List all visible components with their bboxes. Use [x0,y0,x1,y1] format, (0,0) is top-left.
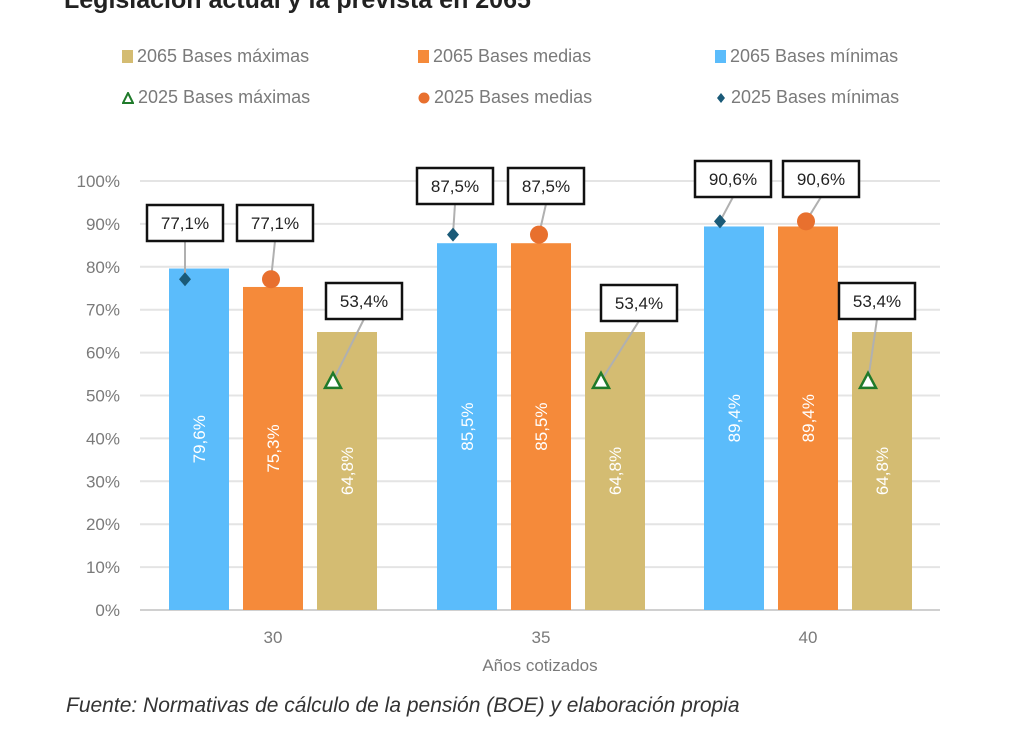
leader-line [867,318,878,382]
triangle-icon [122,91,134,104]
legend-item: 2065 Bases máximas [122,46,309,67]
data-label-box [324,281,404,321]
y-tick-label: 90% [86,215,120,234]
circle-marker [530,225,548,244]
bar-value-label: 79,6% [190,415,209,463]
legend-item: 2065 Bases mínimas [715,46,898,67]
bar-value-label: 64,8% [606,447,625,495]
y-tick-label: 50% [86,387,120,406]
data-label-box [145,203,225,243]
diamond-marker [179,272,191,287]
x-tick-label: 30 [264,628,283,647]
square-icon [122,50,133,63]
legend: 2065 Bases máximas 2065 Bases medias 206… [0,0,1011,120]
square-icon [418,50,429,63]
bar-value-label: 89,4% [725,394,744,442]
data-label: 53,4% [615,294,663,313]
circle-marker [797,212,815,231]
triangle-marker [322,370,344,390]
y-tick-label: 80% [86,258,120,277]
data-label: 87,5% [522,177,570,196]
circle-marker [262,270,280,289]
data-label: 77,1% [251,214,299,233]
legend-label: 2025 Bases mínimas [731,87,900,107]
data-label: 53,4% [340,292,388,311]
square-icon [715,50,726,63]
data-label: 90,6% [709,170,757,189]
bar [778,226,838,610]
bar-value-label: 64,8% [873,447,892,495]
y-tick-label: 100% [77,172,120,191]
bar-value-label: 89,4% [799,394,818,442]
data-label-box [781,159,861,199]
y-tick-label: 60% [86,344,120,363]
bar-value-label: 85,5% [532,403,551,451]
source-note: Fuente: Normativas de cálculo de la pens… [66,694,740,717]
data-label-box [235,203,315,243]
legend-label: 2025 Bases máximas [138,87,311,107]
data-label-box [415,166,495,206]
bar-value-label: 75,3% [264,424,283,472]
y-tick-label: 20% [86,515,120,534]
bar [169,268,229,610]
data-label: 77,1% [161,214,209,233]
diamond-marker [447,227,459,242]
bar [317,332,377,610]
leader-line [600,320,640,382]
x-tick-label: 35 [532,628,551,647]
legend-label: 2065 Bases máximas [137,46,310,66]
leader-line [332,318,365,382]
diamond-icon [717,92,725,103]
data-label: 53,4% [853,292,901,311]
y-tick-label: 70% [86,301,120,320]
bar [704,226,764,610]
y-tick-label: 10% [86,558,120,577]
legend-item: 2025 Bases mínimas [715,87,899,108]
legend-label: 2065 Bases mínimas [730,46,899,66]
legend-label: 2065 Bases medias [433,46,592,66]
triangle-marker [590,370,612,390]
x-axis-title: Años cotizados [482,656,597,675]
y-tick-label: 30% [86,472,120,491]
legend-item: 2025 Bases medias [418,87,592,108]
bar [852,332,912,610]
data-label-box [837,281,917,321]
chart-title: Legislación actual y la prevista en 2065 [64,0,531,14]
diamond-marker [714,214,726,229]
bar [243,286,303,610]
bar [585,332,645,610]
legend-label: 2025 Bases medias [434,87,593,107]
y-tick-label: 0% [95,601,120,620]
data-label: 90,6% [797,170,845,189]
bar-value-label: 64,8% [338,447,357,495]
y-tick-label: 40% [86,429,120,448]
data-label: 87,5% [431,177,479,196]
bar [437,243,497,610]
data-label-box [506,166,586,206]
data-label-box [693,159,773,199]
legend-item: 2025 Bases máximas [122,87,310,108]
bar [511,243,571,610]
circle-icon [418,92,430,103]
bar-value-label: 85,5% [458,403,477,451]
x-tick-label: 40 [799,628,818,647]
triangle-marker [857,370,879,390]
data-label-box [599,283,679,323]
legend-item: 2065 Bases medias [418,46,591,67]
